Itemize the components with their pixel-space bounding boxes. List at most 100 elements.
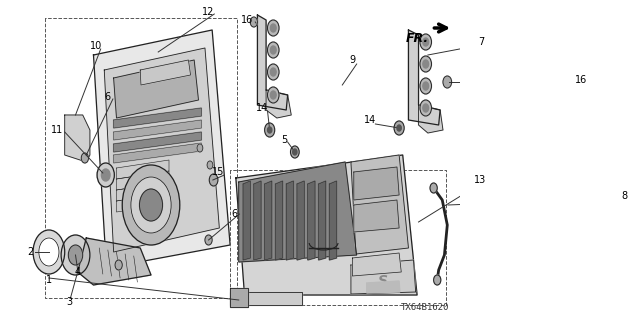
Polygon shape <box>275 181 283 260</box>
Text: 16: 16 <box>575 75 587 85</box>
Circle shape <box>443 76 452 88</box>
Circle shape <box>101 169 110 181</box>
Circle shape <box>97 163 115 187</box>
Text: S: S <box>378 274 388 288</box>
Text: 5: 5 <box>281 135 287 145</box>
Polygon shape <box>114 132 202 152</box>
Polygon shape <box>116 171 169 190</box>
Polygon shape <box>93 30 230 268</box>
Polygon shape <box>330 181 337 260</box>
Polygon shape <box>353 253 401 276</box>
Text: 6: 6 <box>232 209 237 219</box>
Circle shape <box>197 144 203 152</box>
Circle shape <box>291 146 299 158</box>
Polygon shape <box>140 60 191 85</box>
Circle shape <box>420 56 431 72</box>
Circle shape <box>420 100 431 116</box>
Polygon shape <box>254 181 261 260</box>
Polygon shape <box>77 238 151 285</box>
Circle shape <box>140 189 163 221</box>
Polygon shape <box>230 288 248 307</box>
Polygon shape <box>286 181 293 260</box>
Circle shape <box>268 20 279 36</box>
Circle shape <box>268 87 279 103</box>
Text: 15: 15 <box>212 167 225 177</box>
Text: 3: 3 <box>66 297 72 307</box>
Circle shape <box>131 177 171 233</box>
Polygon shape <box>65 115 90 162</box>
Polygon shape <box>114 60 198 118</box>
Circle shape <box>268 127 272 133</box>
Polygon shape <box>367 281 400 293</box>
Circle shape <box>423 60 429 68</box>
Circle shape <box>39 238 59 266</box>
Text: 14: 14 <box>364 115 376 125</box>
Polygon shape <box>419 105 443 133</box>
Circle shape <box>270 91 276 99</box>
Circle shape <box>81 153 88 163</box>
Circle shape <box>61 235 90 275</box>
Polygon shape <box>243 181 250 260</box>
Circle shape <box>430 183 437 193</box>
Text: 2: 2 <box>27 247 33 257</box>
Text: 6: 6 <box>105 92 111 102</box>
Polygon shape <box>408 30 440 125</box>
Polygon shape <box>239 162 356 262</box>
Polygon shape <box>114 120 202 140</box>
Polygon shape <box>116 160 169 179</box>
Polygon shape <box>116 182 169 201</box>
Circle shape <box>434 275 441 285</box>
Text: 7: 7 <box>479 37 485 47</box>
Circle shape <box>270 46 276 54</box>
Polygon shape <box>319 181 326 260</box>
Circle shape <box>270 68 276 76</box>
Text: 9: 9 <box>349 55 355 65</box>
Polygon shape <box>354 200 399 232</box>
Polygon shape <box>351 155 408 254</box>
Text: 11: 11 <box>51 125 63 135</box>
Text: 1: 1 <box>46 275 52 285</box>
Circle shape <box>207 161 213 169</box>
Polygon shape <box>351 260 415 294</box>
Polygon shape <box>116 193 169 212</box>
Text: 4: 4 <box>75 267 81 277</box>
Circle shape <box>420 34 431 50</box>
Circle shape <box>268 42 279 58</box>
Circle shape <box>423 104 429 112</box>
Polygon shape <box>230 292 302 305</box>
Polygon shape <box>308 181 315 260</box>
Polygon shape <box>114 108 202 128</box>
Circle shape <box>33 230 65 274</box>
Polygon shape <box>266 90 291 118</box>
Circle shape <box>268 64 279 80</box>
Circle shape <box>264 123 275 137</box>
Circle shape <box>250 17 257 27</box>
Circle shape <box>423 38 429 46</box>
Circle shape <box>115 260 122 270</box>
Circle shape <box>209 174 218 186</box>
Circle shape <box>397 125 401 131</box>
Circle shape <box>68 245 83 265</box>
Polygon shape <box>236 155 417 295</box>
Circle shape <box>292 149 297 155</box>
Text: FR.: FR. <box>406 32 429 45</box>
Text: TX64B1620: TX64B1620 <box>401 303 449 312</box>
Circle shape <box>420 78 431 94</box>
Circle shape <box>270 24 276 32</box>
Text: 13: 13 <box>474 175 486 185</box>
Circle shape <box>205 235 212 245</box>
Polygon shape <box>354 167 399 200</box>
Text: 14: 14 <box>255 103 268 113</box>
Polygon shape <box>297 181 304 260</box>
Polygon shape <box>264 181 272 260</box>
Text: 10: 10 <box>90 41 102 51</box>
Text: 16: 16 <box>241 15 253 25</box>
Text: 8: 8 <box>621 191 627 201</box>
Circle shape <box>394 121 404 135</box>
Polygon shape <box>257 15 287 110</box>
Circle shape <box>122 165 180 245</box>
Polygon shape <box>104 48 220 252</box>
Polygon shape <box>114 143 202 163</box>
Circle shape <box>423 82 429 90</box>
Text: 12: 12 <box>202 7 215 17</box>
